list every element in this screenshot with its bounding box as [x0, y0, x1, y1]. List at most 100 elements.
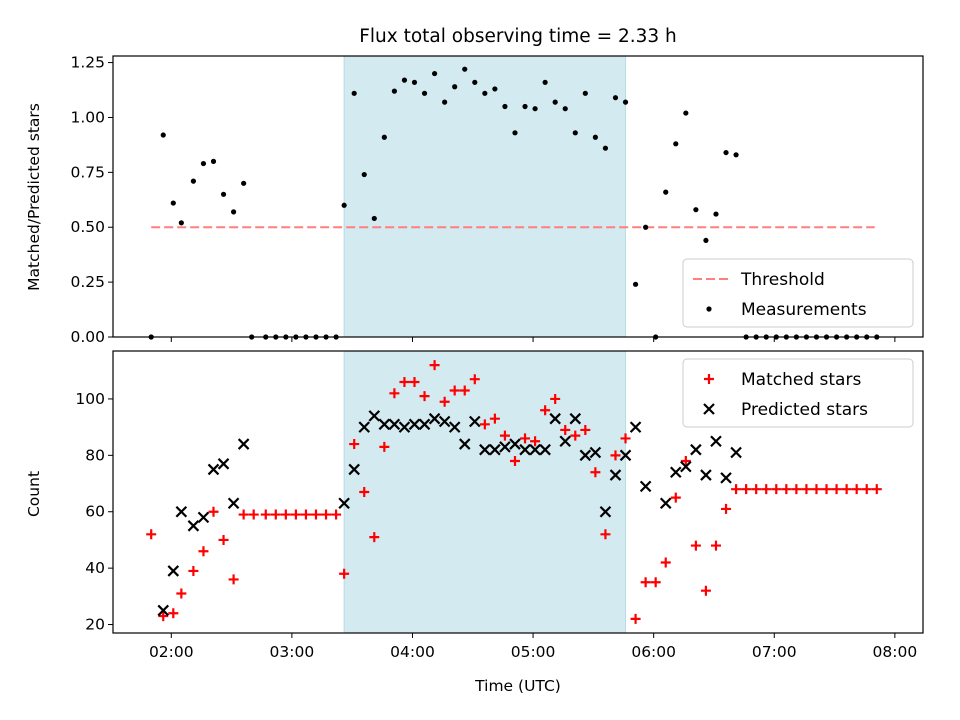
measurement-point — [512, 130, 518, 136]
bottom-panel: 20 40 60 80 100 02:00 03:00 04:00 05:00 06:00 07:0… — [75, 350, 924, 661]
matched-point — [509, 455, 520, 466]
chart-title: Flux total observing time = 2.33 h — [359, 26, 677, 47]
matched-point — [311, 509, 322, 520]
predicted-point — [489, 443, 501, 456]
matched-point — [851, 484, 862, 495]
matched-point — [590, 467, 601, 478]
matched-point — [208, 506, 219, 517]
matched-point — [700, 585, 711, 596]
matched-point — [158, 611, 169, 622]
measurement-point — [602, 145, 609, 151]
measurement-point — [683, 110, 689, 116]
x-axis-label: Time (UTC) — [474, 677, 561, 695]
top-y-axis-label: Matched/Predicted stars — [25, 103, 43, 291]
matched-point — [811, 484, 822, 495]
y-tick-label: 0.25 — [70, 273, 105, 291]
predicted-point — [690, 443, 702, 456]
predicted-point — [559, 435, 572, 448]
series-predicted-stars — [157, 410, 742, 617]
predicted-point — [720, 472, 732, 484]
matched-point — [670, 492, 681, 503]
predicted-point — [378, 418, 391, 431]
matched-point — [751, 484, 762, 495]
matched-point — [710, 540, 721, 551]
matched-point — [409, 377, 420, 388]
y-tick-label: 40 — [85, 559, 105, 577]
legend-label: Measurements — [741, 300, 867, 320]
matched-point — [359, 487, 370, 497]
y-tick-label: 20 — [85, 616, 105, 634]
measurement-point — [502, 103, 508, 110]
predicted-point — [388, 418, 401, 431]
matched-point — [260, 509, 271, 520]
predicted-point — [408, 418, 421, 431]
matched-point — [721, 503, 732, 514]
measurement-point — [693, 207, 699, 213]
y-tick-label: 1.00 — [70, 108, 105, 126]
predicted-point — [499, 441, 511, 453]
matched-point — [680, 455, 691, 466]
x-tick-label: 06:00 — [631, 643, 676, 661]
measurement-point — [391, 88, 397, 94]
predicted-point — [237, 438, 250, 450]
matched-point — [389, 388, 400, 399]
measurement-point — [622, 99, 629, 105]
measurement-point — [572, 130, 578, 136]
predicted-point — [348, 463, 360, 476]
y-tick-label: 0.75 — [70, 163, 105, 181]
matched-point — [198, 546, 209, 557]
measurement-point — [431, 70, 438, 77]
y-tick-label: 60 — [85, 503, 105, 521]
matched-point — [379, 441, 390, 452]
measurement-point — [562, 106, 568, 112]
x-tick-label: 08:00 — [873, 643, 918, 661]
measurement-point — [472, 79, 478, 85]
matched-point — [280, 509, 291, 520]
matched-point — [690, 540, 701, 551]
matched-point — [580, 424, 591, 435]
predicted-point — [197, 511, 210, 524]
matched-point — [300, 509, 311, 520]
matched-point — [560, 424, 571, 435]
matched-point — [369, 532, 380, 543]
matched-point — [610, 450, 621, 461]
measurement-point — [663, 189, 669, 195]
y-tick-label: 80 — [85, 446, 105, 464]
measurement-point — [160, 132, 166, 138]
predicted-point — [710, 435, 722, 448]
predicted-point — [175, 505, 188, 518]
predicted-point — [730, 446, 742, 459]
matched-point — [449, 385, 460, 396]
observing-window-span — [343, 55, 627, 338]
predicted-point — [187, 520, 200, 532]
predicted-point — [479, 443, 491, 456]
matched-point — [801, 484, 812, 495]
predicted-point — [680, 460, 692, 473]
matched-point — [841, 484, 852, 495]
measurement-point — [733, 152, 739, 158]
matched-point — [146, 529, 157, 540]
predicted-point — [418, 418, 431, 431]
matched-point — [399, 377, 410, 388]
matched-point — [650, 577, 661, 588]
predicted-point — [589, 446, 602, 459]
matched-point — [439, 396, 450, 407]
measurement-point — [522, 103, 528, 110]
matched-point — [781, 484, 792, 495]
matched-point — [550, 393, 561, 404]
matched-point — [771, 484, 782, 495]
matched-point — [238, 509, 249, 520]
legend-box — [682, 358, 914, 428]
measurement-point — [552, 99, 558, 105]
y-tick-label: 100 — [75, 390, 105, 408]
matched-point — [349, 439, 360, 450]
measurement-point — [401, 77, 408, 83]
matched-point — [479, 419, 490, 430]
measurement-point — [632, 281, 639, 287]
y-tick-label: 1.25 — [70, 54, 105, 72]
y-tick-label: 0.50 — [70, 218, 105, 236]
predicted-point — [438, 415, 451, 428]
predicted-point — [569, 412, 582, 425]
measurement-point — [381, 134, 387, 140]
predicted-point — [428, 412, 441, 425]
